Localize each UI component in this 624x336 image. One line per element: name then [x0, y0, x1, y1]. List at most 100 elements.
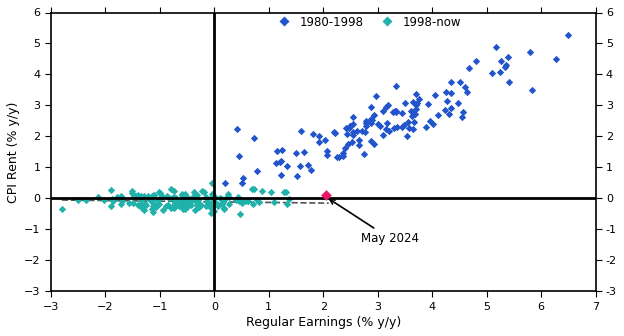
- Point: [391, 108, 401, 114]
- Point: [501, 62, 511, 68]
- Point: [366, 116, 376, 121]
- Point: [193, 202, 203, 208]
- Point: [382, 121, 392, 126]
- Point: [428, 121, 438, 126]
- Point: [224, 194, 234, 200]
- Point: [183, 195, 193, 201]
- Point: [369, 141, 379, 146]
- Point: [354, 142, 364, 148]
- Point: [500, 64, 510, 69]
- Point: [225, 202, 235, 207]
- Point: [334, 154, 344, 160]
- Point: [344, 125, 354, 131]
- Point: [193, 197, 203, 203]
- Point: [283, 163, 293, 168]
- Point: [154, 189, 163, 194]
- Point: [249, 187, 259, 192]
- Point: [392, 125, 402, 130]
- Point: [361, 123, 371, 128]
- Point: [127, 188, 137, 194]
- Point: [525, 49, 535, 55]
- Point: [143, 194, 153, 199]
- Point: [341, 146, 351, 151]
- Point: [314, 139, 324, 144]
- Point: [207, 180, 217, 186]
- Point: [184, 197, 194, 203]
- Point: [399, 123, 409, 128]
- Point: [444, 111, 454, 117]
- Point: [167, 204, 177, 209]
- Point: [446, 90, 456, 96]
- Point: [131, 194, 141, 199]
- Point: [172, 199, 182, 204]
- Point: [252, 168, 262, 174]
- Point: [252, 198, 262, 203]
- Point: [188, 197, 198, 202]
- Point: [255, 199, 265, 204]
- Point: [164, 196, 174, 201]
- Point: [240, 198, 250, 203]
- Point: [248, 201, 258, 206]
- Point: [358, 128, 368, 134]
- Point: [348, 122, 358, 127]
- X-axis label: Regular Earnings (% y/y): Regular Earnings (% y/y): [246, 316, 401, 329]
- Point: [348, 129, 358, 135]
- Point: [256, 189, 266, 194]
- Point: [272, 149, 282, 154]
- Point: [348, 132, 358, 138]
- Point: [213, 203, 223, 208]
- Point: [397, 110, 407, 116]
- Point: [139, 193, 149, 199]
- Point: [133, 193, 143, 198]
- Point: [137, 202, 147, 208]
- Point: [167, 195, 177, 201]
- Point: [455, 79, 465, 84]
- Point: [409, 111, 419, 117]
- Point: [366, 104, 376, 109]
- Point: [381, 126, 391, 131]
- Point: [282, 202, 292, 207]
- Point: [291, 151, 301, 156]
- Point: [187, 203, 197, 208]
- Point: [205, 205, 215, 210]
- Point: [112, 195, 122, 200]
- Point: [414, 97, 424, 102]
- Point: [176, 201, 186, 206]
- Point: [137, 206, 147, 211]
- Point: [177, 191, 187, 196]
- Point: [238, 175, 248, 181]
- Point: [155, 191, 165, 196]
- Point: [234, 199, 244, 204]
- Point: [330, 131, 340, 136]
- Point: [391, 83, 401, 88]
- Point: [127, 200, 137, 205]
- Point: [146, 198, 156, 203]
- Point: [182, 202, 192, 207]
- Point: [220, 206, 230, 212]
- Point: [295, 164, 305, 169]
- Point: [454, 100, 464, 106]
- Legend: 1980-1998, 1998-now: 1980-1998, 1998-now: [273, 15, 461, 29]
- Point: [375, 123, 385, 128]
- Point: [170, 201, 180, 206]
- Point: [446, 106, 456, 111]
- Point: [147, 198, 157, 204]
- Point: [223, 192, 233, 197]
- Point: [116, 193, 126, 199]
- Point: [137, 197, 147, 203]
- Point: [269, 200, 279, 205]
- Point: [210, 194, 220, 199]
- Point: [422, 101, 432, 107]
- Point: [72, 198, 82, 203]
- Point: [136, 201, 146, 206]
- Point: [345, 123, 355, 129]
- Point: [197, 202, 207, 208]
- Point: [192, 192, 202, 198]
- Point: [176, 201, 186, 206]
- Point: [136, 198, 146, 203]
- Point: [319, 138, 329, 143]
- Point: [177, 203, 187, 208]
- Point: [57, 206, 67, 211]
- Point: [381, 104, 391, 110]
- Point: [237, 180, 247, 186]
